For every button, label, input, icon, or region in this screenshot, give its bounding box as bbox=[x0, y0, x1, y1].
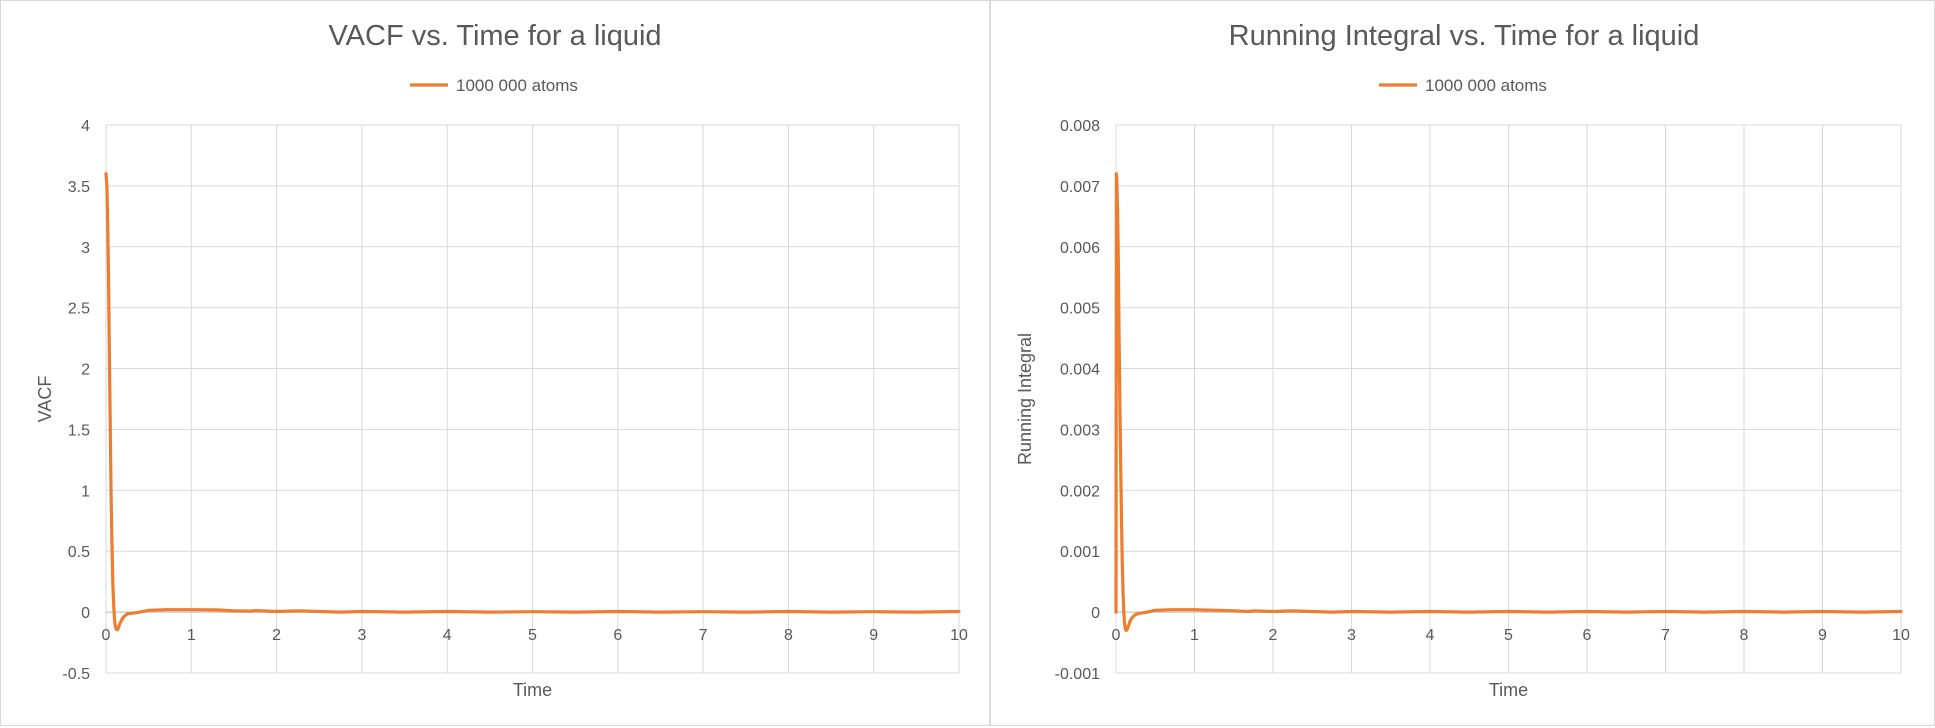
x-axis-title: Time bbox=[513, 680, 552, 700]
y-tick-label: 0.003 bbox=[1060, 422, 1100, 439]
vacf-chart-panel: VACF vs. Time for a liquid 1000 000 atoms… bbox=[0, 0, 990, 726]
y-tick-label: 1.5 bbox=[68, 422, 90, 439]
x-tick-label: 1 bbox=[187, 627, 196, 644]
y-axis-title: VACF bbox=[35, 376, 55, 423]
series-line bbox=[104, 172, 961, 632]
legend-label: 1000 000 atoms bbox=[1425, 76, 1547, 95]
x-tick-label: 9 bbox=[869, 627, 878, 644]
x-tick-label: 4 bbox=[1426, 627, 1435, 644]
y-tick-label: 2.5 bbox=[68, 301, 90, 318]
y-tick-label: 4 bbox=[81, 118, 90, 135]
running-integral-chart-panel: Running Integral vs. Time for a liquid 10… bbox=[990, 0, 1935, 726]
y-tick-label: 0.001 bbox=[1060, 544, 1100, 561]
y-tick-label: 0.5 bbox=[68, 544, 90, 561]
x-tick-label: 0 bbox=[1112, 627, 1121, 644]
y-tick-label: 0.005 bbox=[1060, 301, 1100, 318]
x-tick-label: 3 bbox=[1347, 627, 1356, 644]
y-tick-label: -0.5 bbox=[62, 666, 90, 683]
legend-label: 1000 000 atoms bbox=[456, 76, 578, 95]
x-tick-label: 3 bbox=[357, 627, 366, 644]
x-tick-label: 6 bbox=[613, 627, 622, 644]
x-tick-label: 10 bbox=[950, 627, 968, 644]
y-tick-label: 2 bbox=[81, 362, 90, 379]
chart-title: VACF vs. Time for a liquid bbox=[328, 20, 661, 52]
vacf-chart: VACF vs. Time for a liquid 1000 000 atoms… bbox=[35, 20, 968, 700]
x-tick-label: 2 bbox=[272, 627, 281, 644]
x-tick-label: 1 bbox=[1190, 627, 1199, 644]
running-integral-chart: Running Integral vs. Time for a liquid10… bbox=[1015, 20, 1910, 700]
series-line bbox=[1114, 172, 1903, 633]
chart-title: Running Integral vs. Time for a liquid bbox=[1229, 20, 1700, 52]
x-tick-label: 10 bbox=[1892, 627, 1910, 644]
y-axis-title: Running Integral bbox=[1015, 333, 1035, 465]
y-tick-label: -0.001 bbox=[1055, 666, 1100, 683]
x-axis-title: Time bbox=[1489, 680, 1528, 700]
x-tick-label: 7 bbox=[699, 627, 708, 644]
y-tick-label: 1 bbox=[81, 483, 90, 500]
x-tick-label: 7 bbox=[1661, 627, 1670, 644]
y-tick-label: 0 bbox=[81, 605, 90, 622]
y-tick-label: 0.002 bbox=[1060, 483, 1100, 500]
y-tick-label: 0.004 bbox=[1060, 362, 1100, 379]
x-tick-label: 5 bbox=[1504, 627, 1513, 644]
x-tick-label: 0 bbox=[102, 627, 111, 644]
y-tick-label: 3.5 bbox=[68, 179, 90, 196]
y-tick-label: 0.006 bbox=[1060, 240, 1100, 257]
x-tick-label: 4 bbox=[443, 627, 452, 644]
x-tick-label: 6 bbox=[1583, 627, 1592, 644]
x-tick-label: 8 bbox=[1740, 627, 1749, 644]
y-tick-label: 0 bbox=[1091, 605, 1100, 622]
y-tick-label: 0.008 bbox=[1060, 118, 1100, 135]
x-tick-label: 8 bbox=[784, 627, 793, 644]
x-tick-label: 5 bbox=[528, 627, 537, 644]
y-tick-label: 0.007 bbox=[1060, 179, 1100, 196]
y-tick-label: 3 bbox=[81, 240, 90, 257]
x-tick-label: 9 bbox=[1818, 627, 1827, 644]
x-tick-label: 2 bbox=[1269, 627, 1278, 644]
